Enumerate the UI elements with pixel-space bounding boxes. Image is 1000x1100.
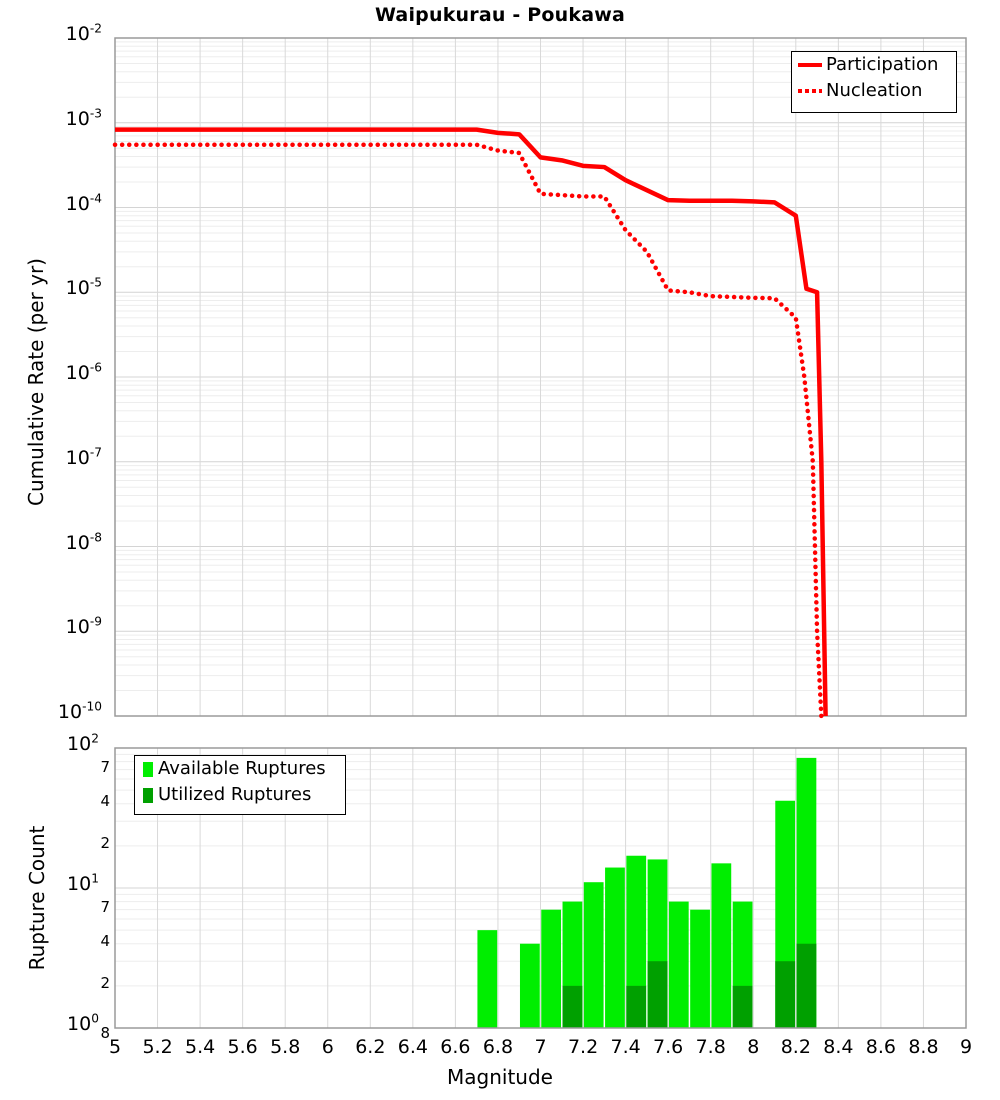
legend-label: Participation xyxy=(826,54,939,75)
bar-group xyxy=(668,901,689,1028)
bar-group xyxy=(477,930,498,1028)
color-swatch-icon xyxy=(142,787,154,803)
top-y-tick--5: 10-5 xyxy=(65,275,102,300)
bar-group xyxy=(562,901,583,1028)
top-panel-plot xyxy=(112,37,967,719)
bottom-y-tick-1e2: 102 xyxy=(67,731,99,755)
bar-available xyxy=(605,867,625,1028)
bar-group xyxy=(605,867,625,1028)
bar-group xyxy=(711,863,732,1028)
bar-group xyxy=(541,909,562,1028)
x-tick-6.8: 6.8 xyxy=(482,1036,514,1058)
bar-available xyxy=(519,943,540,1028)
top-y-tick--6: 10-6 xyxy=(65,360,102,384)
dotted-line-icon xyxy=(797,82,823,100)
bar-available xyxy=(477,930,498,1028)
x-tick-6.2: 6.2 xyxy=(355,1036,386,1058)
bar-group xyxy=(583,882,604,1028)
top-y-tick--10: 10-10 xyxy=(57,699,102,723)
bar-utilized xyxy=(732,985,753,1028)
bar-utilized xyxy=(775,961,796,1028)
legend-item-available-ruptures: Available Ruptures xyxy=(135,756,345,782)
x-tick-8.6: 8.6 xyxy=(865,1036,896,1058)
top-panel-legend: Participation Nucleation xyxy=(791,51,957,113)
bar-available xyxy=(711,863,732,1028)
bar-group xyxy=(775,800,796,1028)
bottom-y-minor-tick-4: 4 xyxy=(100,931,110,950)
legend-label: Utilized Ruptures xyxy=(158,784,312,805)
legend-item-nucleation: Nucleation xyxy=(792,78,956,104)
legend-label: Available Ruptures xyxy=(158,758,326,779)
bottom-panel-legend: Available Ruptures Utilized Ruptures xyxy=(134,755,346,815)
bar-group xyxy=(519,943,540,1028)
legend-label: Nucleation xyxy=(826,80,923,101)
series-participation xyxy=(115,127,828,717)
bar-available xyxy=(690,909,710,1028)
top-y-tick--8: 10-8 xyxy=(65,530,102,554)
bar-group xyxy=(647,859,668,1028)
bar-utilized xyxy=(562,985,583,1028)
x-tick-8: 8 xyxy=(747,1036,760,1058)
bottom-y-minor-tick-2: 2 xyxy=(100,973,110,992)
bar-utilized xyxy=(626,985,647,1028)
bar-utilized xyxy=(796,943,817,1028)
x-tick-6: 6 xyxy=(321,1036,334,1058)
legend-item-utilized-ruptures: Utilized Ruptures xyxy=(135,782,345,808)
bar-utilized xyxy=(647,961,668,1028)
x-tick-5.6: 5.6 xyxy=(227,1036,258,1058)
bottom-y-tick-1e0: 100 xyxy=(67,1011,99,1035)
bottom-y-minor-tick-8: 8 xyxy=(100,1024,110,1042)
series-nucleation xyxy=(112,142,824,719)
x-tick-7.6: 7.6 xyxy=(653,1036,684,1058)
x-tick-5.8: 5.8 xyxy=(270,1036,301,1058)
top-y-tick--2: 10-2 xyxy=(65,21,102,45)
color-swatch-icon xyxy=(142,761,154,777)
x-tick-9: 9 xyxy=(959,1036,973,1058)
bottom-y-tick-1e1: 101 xyxy=(67,871,99,895)
x-axis-label: Magnitude xyxy=(447,1065,553,1089)
x-tick-7.2: 7.2 xyxy=(567,1036,599,1058)
x-tick-5.2: 5.2 xyxy=(142,1036,173,1058)
solid-line-icon xyxy=(797,56,823,74)
x-tick-7: 7 xyxy=(534,1036,547,1058)
bar-available xyxy=(583,882,604,1028)
bottom-y-minor-tick-20: 2 xyxy=(100,833,110,852)
x-tick-8.2: 8.2 xyxy=(780,1036,811,1058)
bar-group xyxy=(732,901,753,1028)
top-y-tick--4: 10-4 xyxy=(65,191,102,215)
top-y-tick--3: 10-3 xyxy=(65,106,102,130)
bar-available xyxy=(626,855,647,1028)
top-y-tick--9: 10-9 xyxy=(65,614,102,639)
x-tick-5.4: 5.4 xyxy=(184,1036,216,1058)
bottom-y-minor-tick-7: 7 xyxy=(100,897,110,916)
x-tick-7.4: 7.4 xyxy=(610,1036,641,1058)
legend-item-participation: Participation xyxy=(792,52,956,78)
bar-available xyxy=(541,909,562,1028)
x-tick-6.4: 6.4 xyxy=(397,1036,428,1058)
bottom-y-minor-tick-70: 7 xyxy=(100,757,110,776)
x-tick-8.4: 8.4 xyxy=(823,1036,854,1058)
x-tick-7.8: 7.8 xyxy=(695,1036,726,1058)
x-tick-5: 5 xyxy=(108,1036,122,1058)
bar-group xyxy=(626,855,647,1028)
bar-available xyxy=(668,901,689,1028)
bar-group xyxy=(690,909,710,1028)
page-title: Waipukurau - Poukawa xyxy=(374,4,626,26)
top-y-tick--7: 10-7 xyxy=(65,445,102,469)
bar-group xyxy=(796,757,817,1028)
x-tick-6.6: 6.6 xyxy=(440,1036,471,1058)
bottom-y-minor-tick-40: 4 xyxy=(100,791,110,810)
x-tick-8.8: 8.8 xyxy=(908,1036,939,1058)
